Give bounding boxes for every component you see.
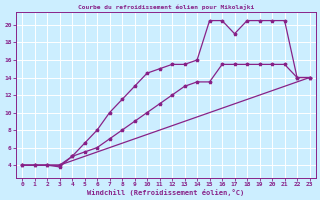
Title: Courbe du refroidissement éolien pour Mikolajki: Courbe du refroidissement éolien pour Mi… [78, 4, 254, 10]
X-axis label: Windchill (Refroidissement éolien,°C): Windchill (Refroidissement éolien,°C) [87, 189, 244, 196]
